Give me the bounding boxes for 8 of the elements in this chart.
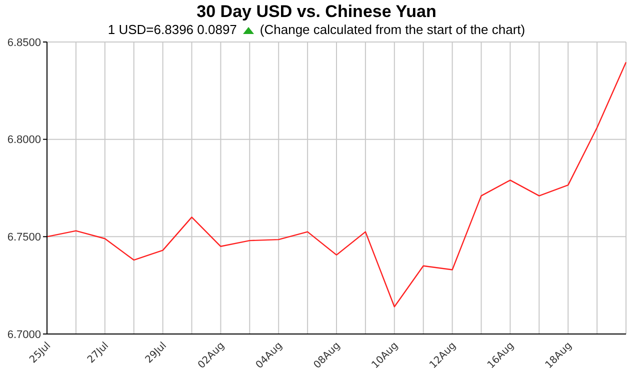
y-tick-label: 6.7500	[7, 232, 41, 244]
text: (Change calculated from the start of the chart)	[260, 22, 526, 38]
y-tick-label: 6.8500	[7, 36, 41, 49]
y-tick-label: 6.8000	[7, 134, 41, 146]
chart-subtitle: 1 USD=6.8396 0.0897	[108, 22, 237, 38]
y-tick-label: 6.7000	[7, 328, 41, 341]
chart-title: 30 Day USD vs. Chinese Yuan	[196, 2, 438, 22]
line-series	[46, 62, 627, 308]
